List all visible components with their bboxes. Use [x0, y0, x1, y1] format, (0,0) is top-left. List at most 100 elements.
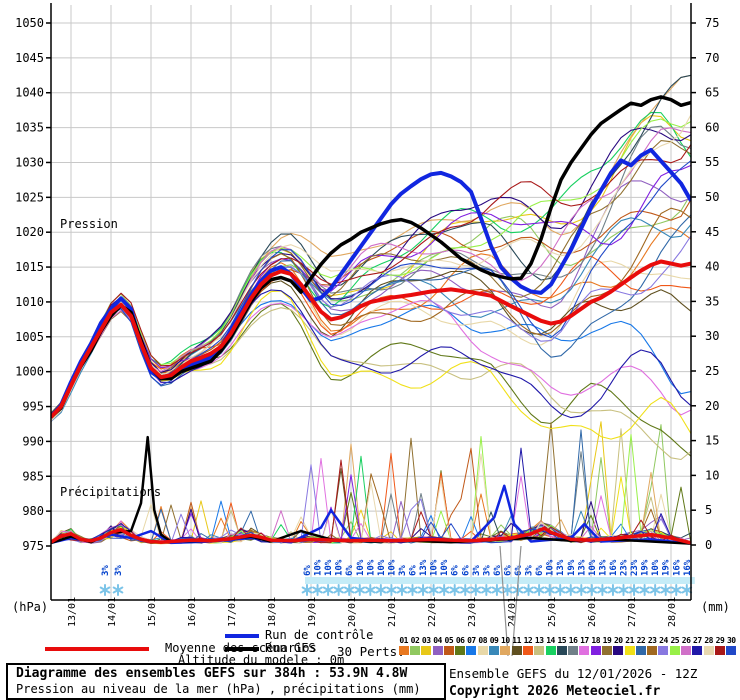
member-number: 13	[534, 636, 544, 645]
member-legend-13: 13	[534, 636, 545, 655]
svg-text:6%: 6%	[535, 565, 545, 576]
member-12-pressure-line	[51, 255, 691, 421]
member-legend-23: 23	[647, 636, 658, 655]
member-06-pressure-line	[51, 303, 691, 457]
member-legend-03: 03	[421, 636, 432, 655]
svg-text:1045: 1045	[15, 51, 44, 65]
member-color-swatch	[421, 646, 432, 655]
member-color-swatch	[624, 646, 635, 655]
svg-text:21/01: 21/01	[387, 597, 398, 627]
svg-text:5: 5	[705, 503, 712, 517]
svg-text:14/01: 14/01	[107, 597, 118, 627]
member-legend-09: 09	[488, 636, 500, 655]
member-number: 09	[489, 636, 499, 645]
member-legend-14: 14	[545, 636, 556, 655]
run-info: Ensemble GEFS du 12/01/2026 - 12Z	[449, 666, 698, 681]
svg-text:24/01: 24/01	[507, 597, 518, 627]
svg-text:10%: 10%	[546, 559, 556, 576]
member-number: 20	[613, 636, 623, 645]
snow-probability-labels: 3% 3% 6% 10% 10% 10% 6% 10% 10% 10% 10% 3% 6% 13% 10% 1…	[101, 559, 693, 576]
diagram-subtitle: Pression au niveau de la mer (hPa) , pré…	[16, 682, 421, 696]
svg-text:10%: 10%	[588, 559, 598, 576]
member-number: 11	[512, 636, 521, 645]
svg-text:10%: 10%	[387, 559, 397, 576]
member-number: 26	[681, 636, 691, 645]
svg-text:1025: 1025	[15, 190, 44, 204]
member-color-swatch	[681, 646, 692, 655]
member-number: 30	[726, 636, 736, 645]
svg-text:985: 985	[22, 469, 44, 483]
member-color-swatch	[556, 646, 567, 655]
member-legend-17: 17	[579, 636, 590, 655]
svg-text:3%: 3%	[525, 565, 535, 576]
svg-text:990: 990	[22, 434, 44, 448]
svg-text:19%: 19%	[567, 559, 577, 576]
svg-text:Pression: Pression	[60, 217, 118, 231]
member-legend-08: 08	[477, 636, 488, 655]
svg-text:3%: 3%	[398, 565, 408, 576]
member-29-pressure-line	[51, 144, 691, 418]
svg-text:13/01: 13/01	[67, 597, 78, 627]
svg-text:16%: 16%	[683, 559, 693, 576]
svg-text:10%: 10%	[314, 559, 324, 576]
member-legend-26: 26	[680, 636, 692, 655]
svg-text:3%: 3%	[101, 565, 111, 576]
svg-text:10%: 10%	[440, 559, 450, 576]
svg-text:10: 10	[705, 468, 719, 482]
svg-text:15/01: 15/01	[147, 597, 158, 627]
chart-canvas: 3% 3% 6% 10% 10% 10% 6% 10% 10% 10% 10% 3% 6% 13% 10% 1…	[12, 3, 730, 657]
svg-text:23%: 23%	[630, 559, 640, 576]
member-number: 04	[433, 636, 442, 645]
member-legend-01: 01	[398, 636, 409, 655]
member-number: 24	[659, 636, 668, 645]
member-number: 08	[478, 636, 488, 645]
member-number: 06	[455, 636, 465, 645]
svg-text:25: 25	[705, 364, 719, 378]
member-color-swatch	[601, 646, 612, 655]
title-box: Diagramme des ensembles GEFS sur 384h : …	[6, 663, 446, 700]
member-legend-30: 30	[726, 636, 737, 655]
member-number: 23	[647, 636, 657, 645]
svg-text:10%: 10%	[335, 559, 345, 576]
svg-text:6%: 6%	[503, 565, 513, 576]
member-legend-20: 20	[613, 636, 624, 655]
member-color-swatch	[613, 646, 624, 655]
member-color-swatch	[455, 646, 466, 655]
member-color-swatch	[658, 646, 669, 655]
svg-text:30: 30	[705, 329, 719, 343]
member-color-swatch	[534, 646, 545, 655]
member-legend-25: 25	[669, 636, 680, 655]
svg-text:1050: 1050	[15, 16, 44, 30]
svg-text:20/01: 20/01	[347, 597, 358, 627]
member-legend-22: 22	[635, 636, 646, 655]
svg-text:6%: 6%	[461, 565, 471, 576]
member-color-swatch	[669, 646, 680, 655]
member-color-swatch	[511, 646, 522, 655]
member-legend-16: 16	[567, 636, 579, 655]
member-number: 05	[444, 636, 454, 645]
svg-text:995: 995	[22, 400, 44, 414]
member-18-pressure-line	[51, 164, 691, 416]
member-number: 14	[546, 636, 555, 645]
svg-text:18/01: 18/01	[267, 597, 278, 627]
member-14-precip-line	[51, 455, 691, 544]
member-number: 01	[399, 636, 408, 645]
member-number: 25	[670, 636, 680, 645]
member-23-pressure-line	[51, 207, 691, 420]
axes	[46, 3, 696, 601]
member-number: 16	[568, 636, 578, 645]
member-number: 19	[602, 636, 612, 645]
svg-text:19%: 19%	[662, 559, 672, 576]
series-mean-pressure-line	[51, 259, 691, 419]
member-number: 17	[580, 636, 589, 645]
svg-text:6%: 6%	[345, 565, 355, 576]
svg-text:70: 70	[705, 51, 719, 65]
svg-text:55: 55	[705, 155, 719, 169]
svg-text:Précipitations: Précipitations	[60, 485, 161, 499]
svg-text:28/01: 28/01	[667, 597, 678, 627]
member-color-swatch	[522, 646, 533, 655]
svg-text:6%: 6%	[493, 565, 503, 576]
control-line-swatch	[225, 634, 259, 638]
member-color-swatch	[635, 646, 646, 655]
member-color-swatch	[432, 646, 443, 655]
